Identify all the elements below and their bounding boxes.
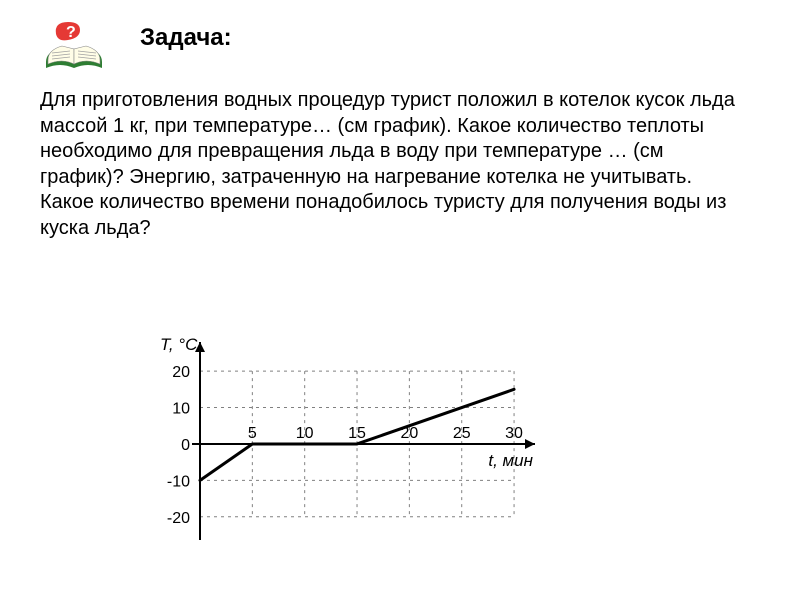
- svg-text:0: 0: [181, 437, 190, 454]
- problem-text: Для приготовления водных процедур турист…: [40, 88, 740, 242]
- temperature-time-chart: -20-100102051015202530T, °Ct, мин: [130, 330, 550, 560]
- svg-text:5: 5: [248, 425, 257, 442]
- svg-text:t, мин: t, мин: [488, 451, 533, 470]
- svg-text:30: 30: [505, 425, 523, 442]
- svg-text:10: 10: [296, 425, 314, 442]
- svg-text:25: 25: [453, 425, 471, 442]
- slide-title: Задача:: [140, 24, 232, 52]
- svg-text:T, °C: T, °C: [160, 335, 198, 354]
- svg-text:10: 10: [172, 401, 190, 418]
- question-book-icon: ?: [40, 18, 110, 72]
- slide: ? Задача: Для приготовления водных проце…: [0, 0, 800, 600]
- svg-text:-20: -20: [167, 510, 190, 527]
- svg-text:-10: -10: [167, 473, 190, 490]
- svg-text:?: ?: [66, 24, 76, 41]
- svg-text:15: 15: [348, 425, 366, 442]
- svg-text:20: 20: [172, 364, 190, 381]
